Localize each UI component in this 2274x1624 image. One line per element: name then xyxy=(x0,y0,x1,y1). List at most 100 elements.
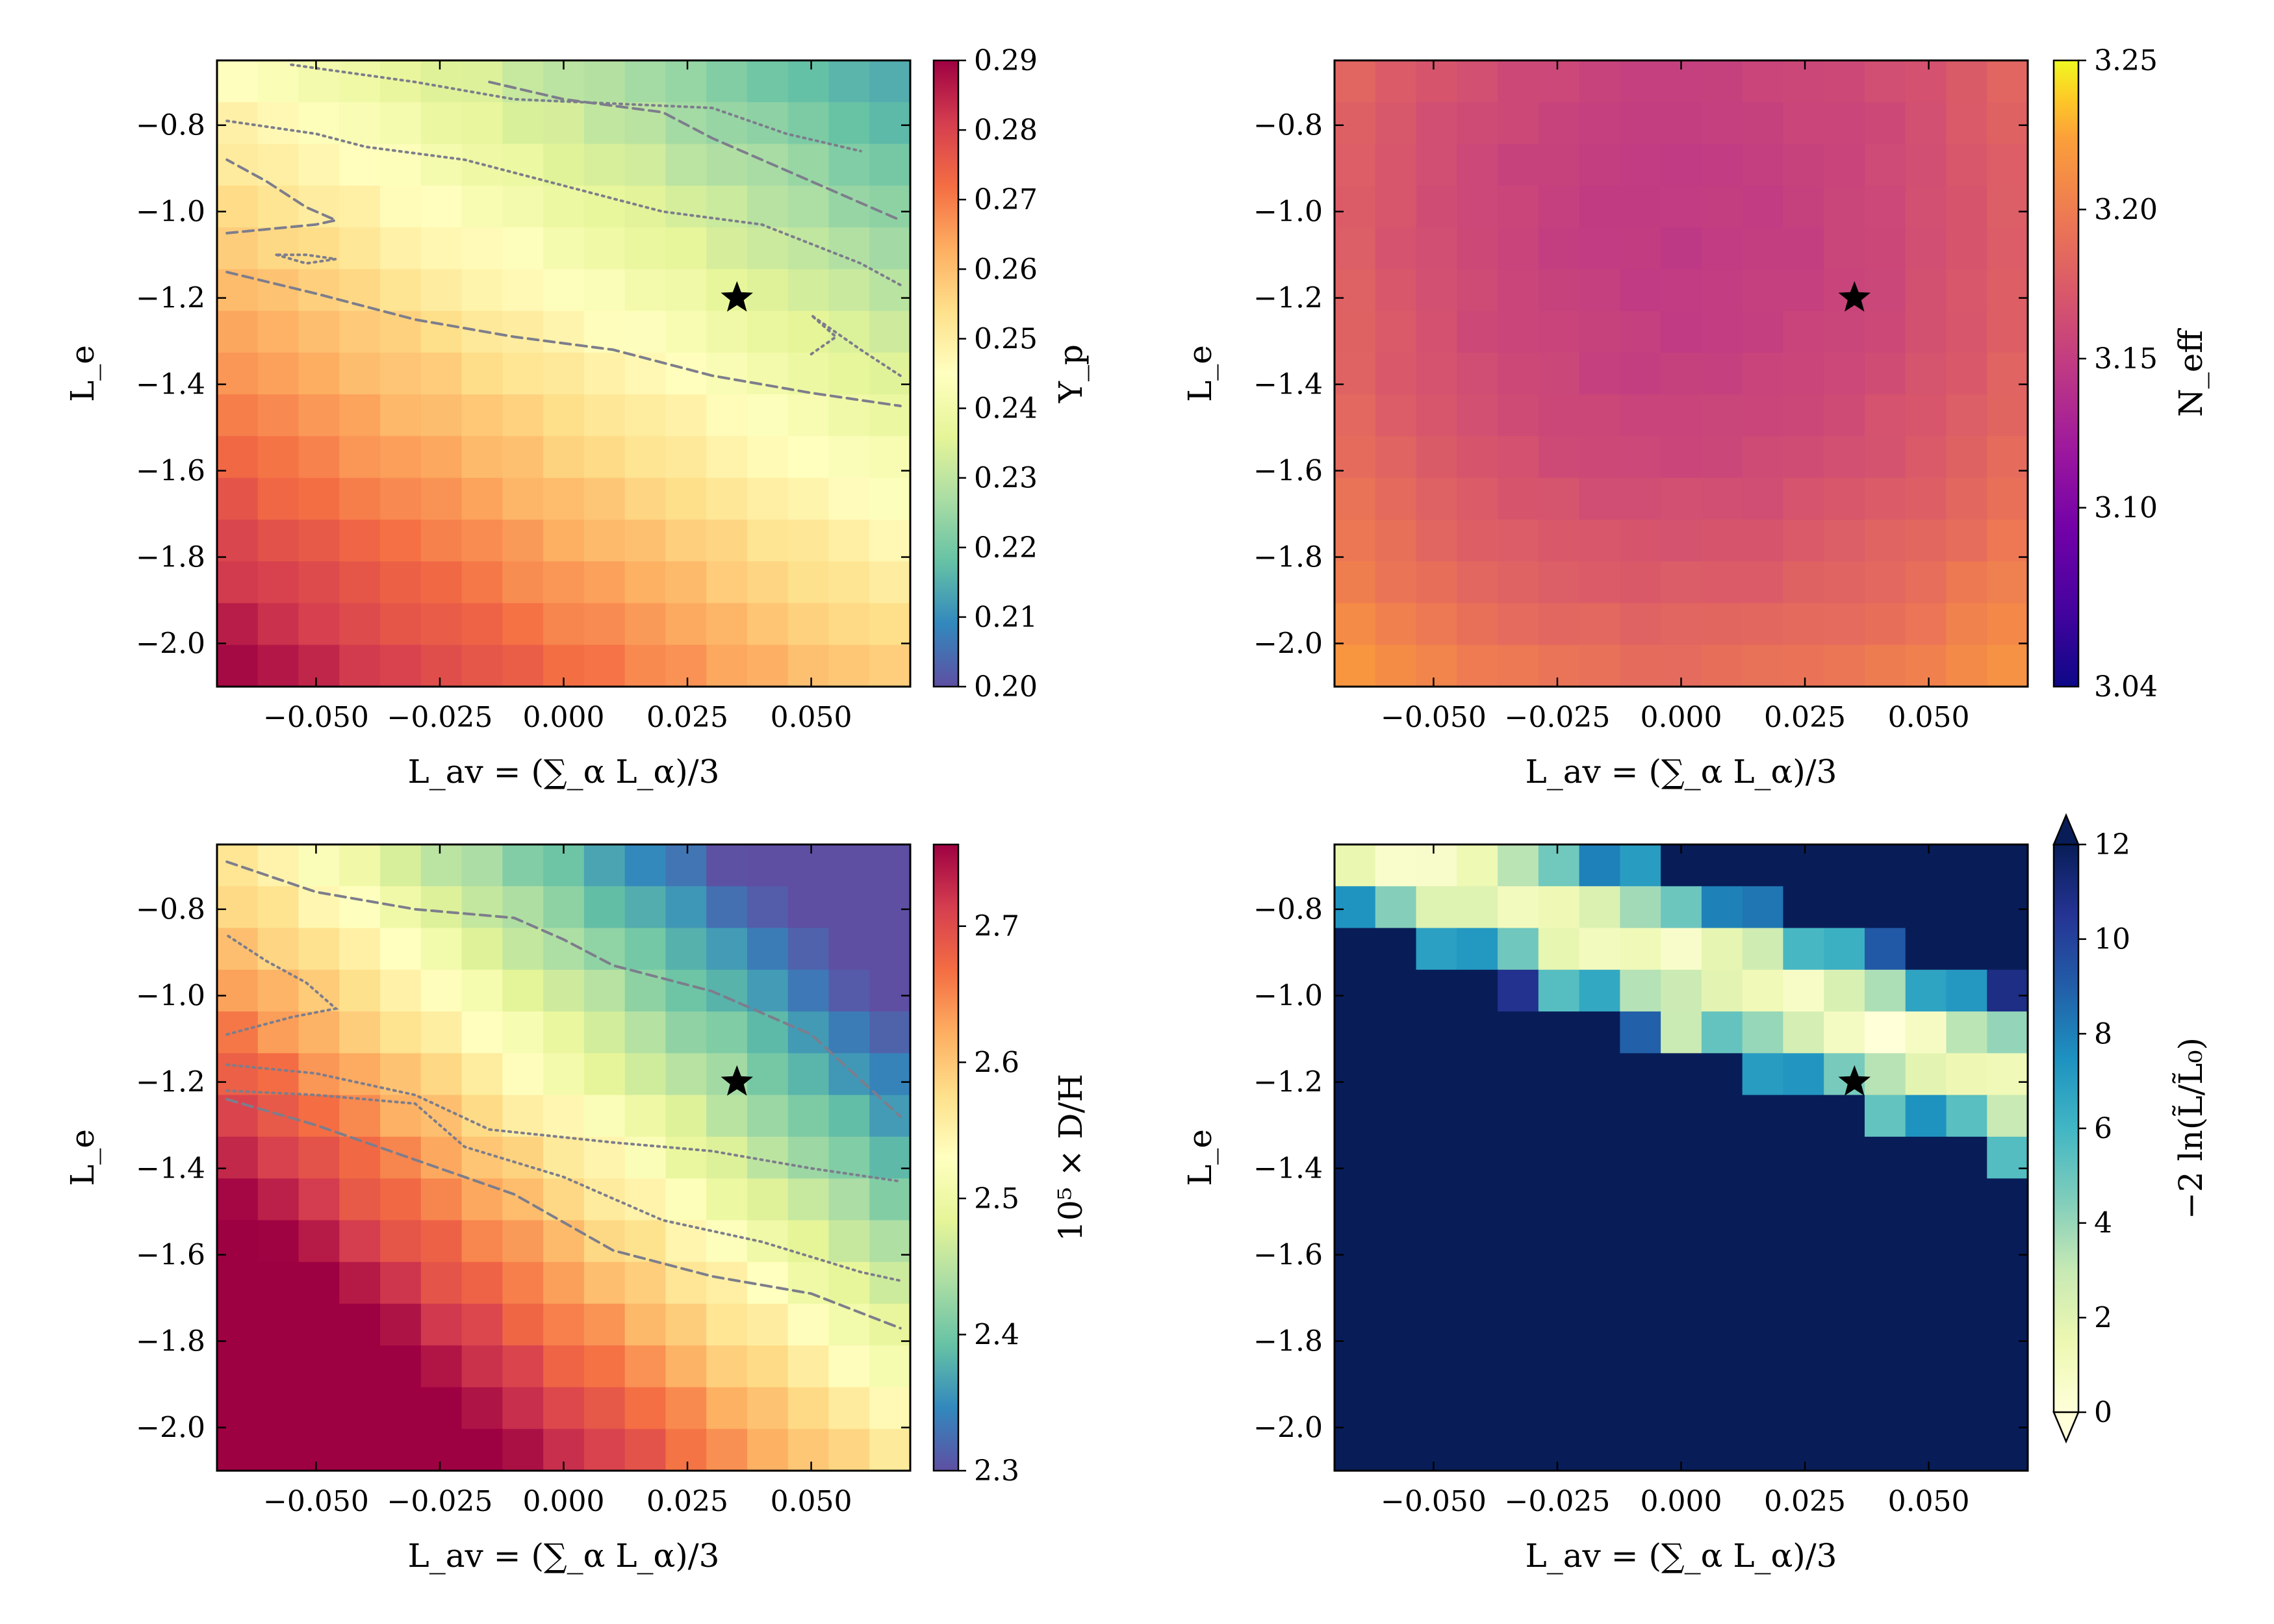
heatmap-cell xyxy=(1905,928,1947,971)
heatmap-cell xyxy=(706,436,748,479)
heatmap-cell xyxy=(543,519,585,562)
heatmap-cell xyxy=(706,644,748,687)
heatmap-cell xyxy=(869,644,911,687)
heatmap-cell xyxy=(747,561,789,604)
heatmap-cell xyxy=(1498,969,1539,1012)
heatmap-cell xyxy=(1946,352,1987,395)
heatmap-cell xyxy=(1375,1387,1417,1430)
heatmap-cell xyxy=(1661,185,1702,228)
heatmap-cell xyxy=(1579,60,1620,103)
heatmap-cell xyxy=(1457,269,1498,312)
heatmap-cell xyxy=(257,1178,300,1221)
heatmap-cell xyxy=(1538,1178,1580,1221)
heatmap-cell xyxy=(461,1262,503,1304)
heatmap-cell xyxy=(747,1095,789,1137)
heatmap-cell xyxy=(461,603,503,646)
heatmap-cell xyxy=(1375,477,1417,520)
heatmap-cell xyxy=(1701,1262,1743,1304)
heatmap-cell xyxy=(420,394,463,437)
heatmap-cell xyxy=(1620,102,1661,145)
heatmap-cell xyxy=(1783,644,1824,687)
colorbar-label: −2 ln(L̃/L̃₀) xyxy=(2171,1037,2210,1219)
heatmap-cell xyxy=(1661,1136,1702,1179)
heatmap-cell xyxy=(624,1220,667,1263)
heatmap-cell xyxy=(583,311,626,353)
heatmap-cell xyxy=(583,561,626,604)
heatmap-cell xyxy=(543,1095,585,1137)
colorbar-tick-label: 3.20 xyxy=(2094,194,2158,227)
heatmap-cell xyxy=(665,969,707,1012)
heatmap-cell xyxy=(1742,519,1784,562)
heatmap-cell xyxy=(869,1387,911,1430)
colorbar-tick-label: 0.26 xyxy=(974,253,1038,286)
heatmap-cell xyxy=(1498,603,1539,646)
contour-dotted xyxy=(290,63,862,153)
heatmap-cell xyxy=(1783,1053,1824,1096)
heatmap-cell xyxy=(665,603,707,646)
heatmap-cell xyxy=(298,311,340,353)
heatmap-cell xyxy=(828,269,870,312)
heatmap-cell xyxy=(1783,1178,1824,1221)
heatmap-cell xyxy=(1824,352,1865,395)
heatmap-cell xyxy=(665,352,707,395)
heatmap-cell xyxy=(869,519,911,562)
contour-dotted xyxy=(225,933,339,1036)
heatmap-cell xyxy=(665,886,707,929)
heatmap-cell xyxy=(624,477,667,520)
heatmap-cell xyxy=(787,185,830,228)
heatmap-cell xyxy=(1701,928,1743,971)
heatmap-cell xyxy=(583,886,626,929)
heatmap-cell xyxy=(828,886,870,929)
heatmap-cell xyxy=(1946,1053,1987,1096)
heatmap-cell xyxy=(1498,844,1539,887)
heatmap-cell xyxy=(1661,1262,1702,1304)
heatmap-cell xyxy=(1783,185,1824,228)
heatmap-cell xyxy=(1416,1303,1457,1346)
heatmap-cell xyxy=(1946,1011,1987,1054)
heatmap-cell xyxy=(1416,844,1457,887)
colorbar-neff: 3.10 3.15 3.20 3.25 3.04 N_eff xyxy=(2052,44,2210,704)
heatmap-cell xyxy=(828,227,870,270)
heatmap-cell xyxy=(339,1220,381,1263)
heatmap-cell xyxy=(1987,1428,2028,1471)
heatmap-cell xyxy=(1905,561,1947,604)
heatmap-cell xyxy=(1335,969,1376,1012)
heatmap-cell xyxy=(1701,1136,1743,1179)
heatmap-cell xyxy=(1864,1178,1906,1221)
heatmap-cell xyxy=(1375,561,1417,604)
heatmap-cell xyxy=(787,969,830,1012)
heatmap-cell xyxy=(1375,1178,1417,1221)
heatmap-cell xyxy=(298,144,340,186)
heatmap-cell xyxy=(217,477,259,520)
heatmap-cell xyxy=(257,1053,300,1096)
heatmap-cell xyxy=(1416,60,1457,103)
x-tick-label: −0.050 xyxy=(1381,701,1487,734)
heatmap-cell xyxy=(1457,477,1498,520)
heatmap-cell xyxy=(1987,969,2028,1012)
heatmap-cell xyxy=(1987,311,2028,353)
heatmap-cell xyxy=(257,311,300,353)
heatmap-cell xyxy=(1905,1011,1947,1054)
heatmap-cell xyxy=(257,1303,300,1346)
heatmap-cell xyxy=(1538,561,1580,604)
heatmap-cell xyxy=(1783,561,1824,604)
heatmap-cell xyxy=(257,227,300,270)
heatmap-cell xyxy=(1498,1053,1539,1096)
heatmap-cell xyxy=(747,969,789,1012)
heatmap-cell xyxy=(1742,886,1784,929)
heatmap-cell xyxy=(1375,1053,1417,1096)
heatmap-cell xyxy=(1905,394,1947,437)
heatmap-cell xyxy=(1905,1303,1947,1346)
heatmap-cell xyxy=(1579,844,1620,887)
heatmap-cell xyxy=(1987,269,2028,312)
heatmap-cell xyxy=(1579,1387,1620,1430)
heatmap-cell xyxy=(1824,102,1865,145)
heatmap-cell xyxy=(1905,352,1947,395)
y-axis-label: L_e xyxy=(1181,1129,1219,1186)
heatmap-cell xyxy=(869,1011,911,1054)
heatmap-cell xyxy=(1742,1262,1784,1304)
heatmap-cell xyxy=(257,561,300,604)
heatmap-cell xyxy=(1701,1345,1743,1388)
heatmap-cell xyxy=(1905,311,1947,353)
heatmap-cell xyxy=(624,519,667,562)
